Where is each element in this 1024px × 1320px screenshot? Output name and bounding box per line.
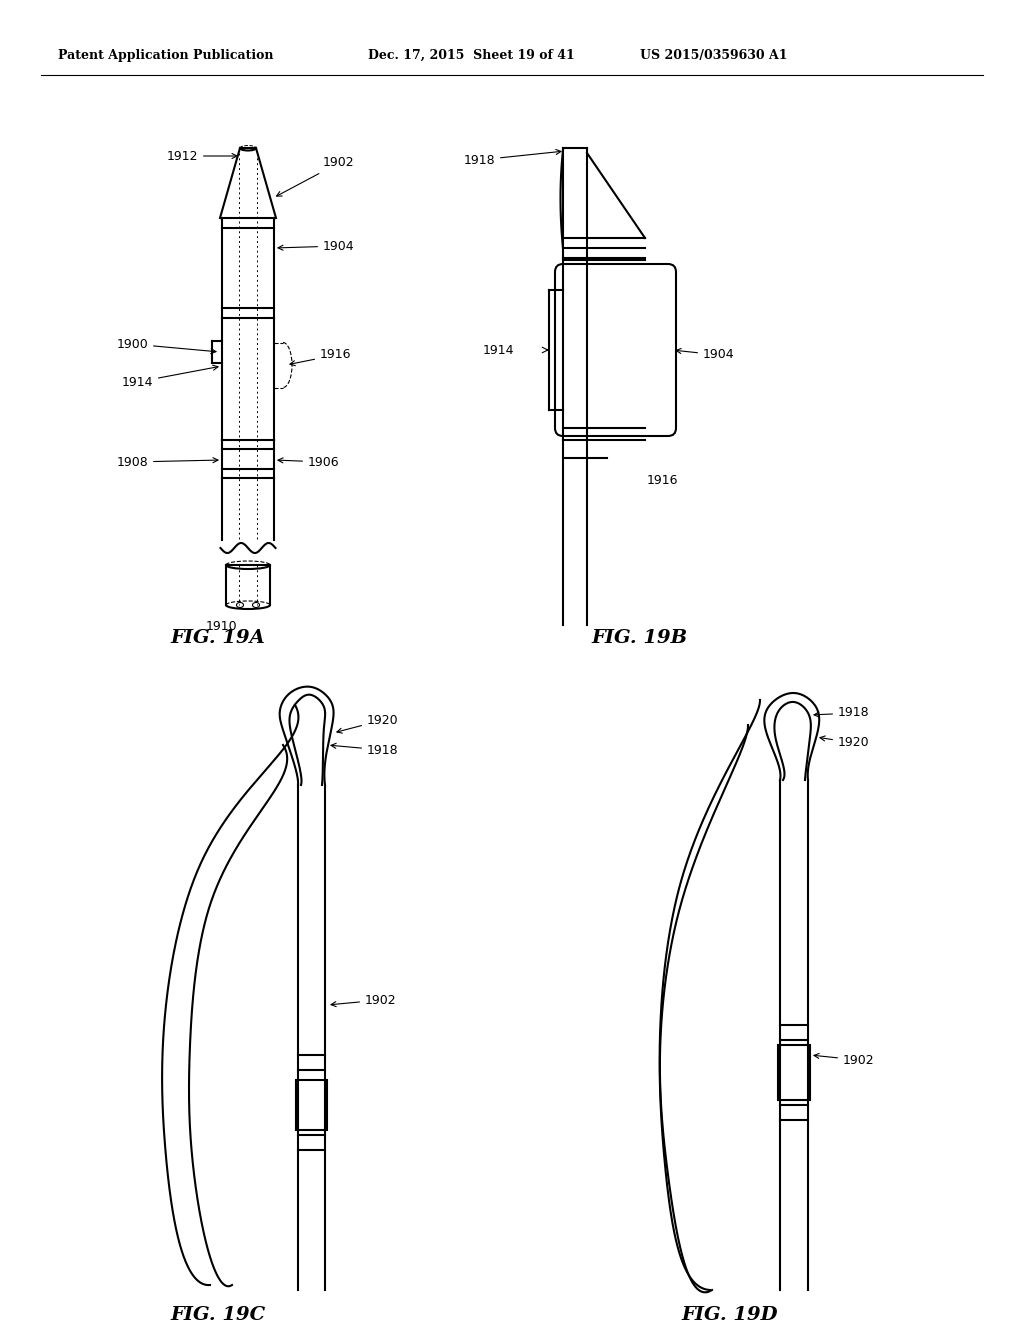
Text: FIG. 19B: FIG. 19B	[592, 630, 688, 647]
Text: 1918: 1918	[331, 743, 398, 756]
Text: 1904: 1904	[676, 348, 734, 362]
Text: 1902: 1902	[814, 1053, 874, 1067]
Text: Dec. 17, 2015  Sheet 19 of 41: Dec. 17, 2015 Sheet 19 of 41	[368, 49, 574, 62]
Text: 1900: 1900	[117, 338, 216, 354]
Bar	[778, 1045, 810, 1100]
Text: 1920: 1920	[820, 737, 869, 750]
Text: 1920: 1920	[337, 714, 398, 733]
Text: 1906: 1906	[278, 455, 340, 469]
Text: 1912: 1912	[167, 149, 237, 162]
Text: 1918: 1918	[814, 706, 869, 719]
Text: FIG. 19D: FIG. 19D	[682, 1305, 778, 1320]
Text: 1914: 1914	[122, 366, 218, 388]
Text: 1916: 1916	[647, 474, 679, 487]
Text: 1904: 1904	[279, 239, 354, 252]
Bar	[296, 1080, 327, 1130]
Text: 1910: 1910	[206, 620, 238, 634]
Text: FIG. 19A: FIG. 19A	[171, 630, 265, 647]
FancyBboxPatch shape	[555, 264, 676, 436]
Text: 1902: 1902	[331, 994, 396, 1007]
Text: 1902: 1902	[276, 157, 354, 197]
Text: FIG. 19C: FIG. 19C	[170, 1305, 265, 1320]
Text: US 2015/0359630 A1: US 2015/0359630 A1	[640, 49, 787, 62]
Text: 1908: 1908	[117, 455, 218, 469]
Text: 1918: 1918	[464, 149, 561, 166]
Text: Patent Application Publication: Patent Application Publication	[58, 49, 273, 62]
Text: 1916: 1916	[290, 348, 351, 366]
Text: 1914: 1914	[482, 343, 514, 356]
